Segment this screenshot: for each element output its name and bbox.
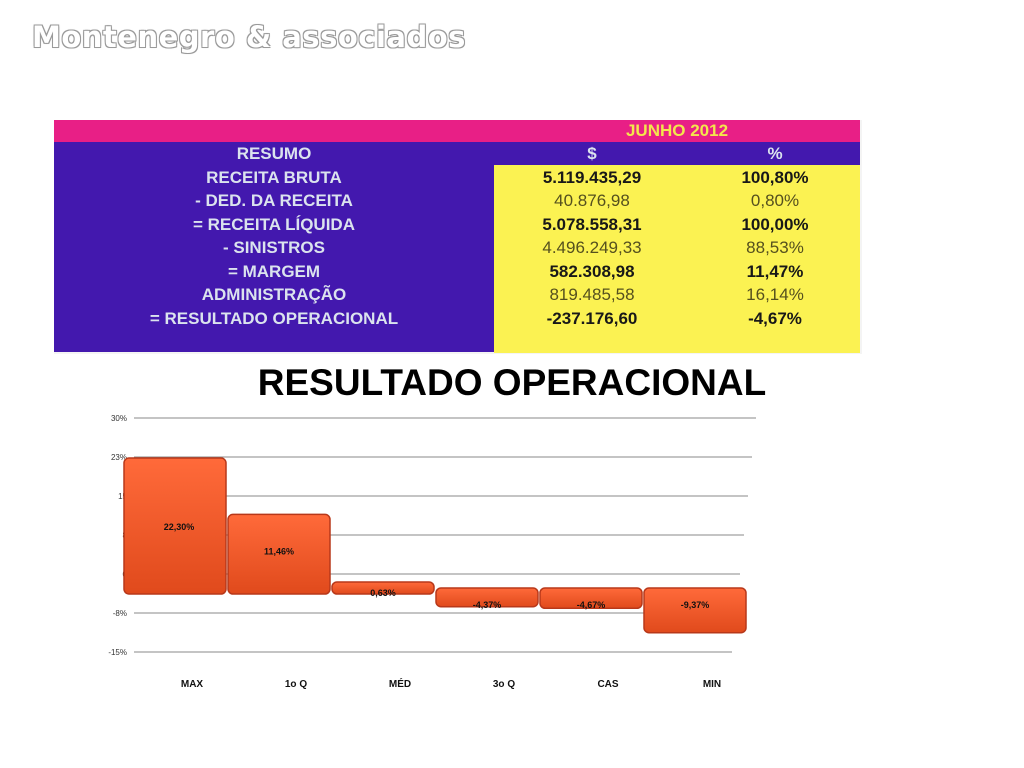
y-tick-label: 30%: [111, 414, 127, 423]
bar: [123, 457, 227, 595]
y-tick-label: -8%: [113, 609, 127, 618]
table-row: = MARGEM 582.308,98 11,47%: [54, 260, 860, 284]
row-pct: 100,00%: [741, 214, 809, 234]
row-value: 5.078.558,31: [542, 214, 642, 234]
row-pct: 16,14%: [746, 285, 804, 304]
bar: [643, 587, 747, 634]
bar-data-label: 0,63%: [370, 588, 396, 598]
category-label: 3o Q: [493, 679, 515, 690]
x-axis-categories: MAX 1o Q MÉD 3o Q CAS MIN: [181, 677, 721, 690]
category-label: 1o Q: [285, 679, 307, 690]
table-row: - DED. DA RECEITA 40.876,98 0,80%: [54, 189, 860, 213]
row-value: 582.308,98: [549, 261, 635, 281]
category-label: MAX: [181, 679, 204, 690]
column-header-resumo: RESUMO: [236, 144, 312, 163]
row-label: = RESULTADO OPERACIONAL: [149, 308, 399, 328]
bar-data-label: -4,67%: [577, 600, 606, 610]
table-row: ADMINISTRAÇÃO 819.485,58 16,14%: [54, 283, 860, 307]
column-header-pct: %: [767, 144, 783, 163]
table-period-header: JUNHO 2012: [54, 120, 860, 142]
category-label: MÉD: [389, 677, 411, 690]
row-value: 819.485,58: [549, 285, 635, 304]
bar: [539, 587, 643, 610]
table-row: = RECEITA LÍQUIDA 5.078.558,31 100,00%: [54, 213, 860, 237]
row-label: = RECEITA LÍQUIDA: [193, 214, 355, 234]
row-pct: -4,67%: [748, 308, 802, 328]
row-pct: 11,47%: [746, 261, 804, 281]
y-tick-label: -15%: [108, 648, 127, 657]
y-tick-label: 23%: [111, 453, 127, 462]
row-value: -237.176,60: [546, 308, 638, 328]
row-value: 40.876,98: [554, 191, 630, 210]
brand-watermark: Montenegro & associados: [32, 20, 466, 54]
category-label: CAS: [597, 679, 618, 690]
chart-title: RESULTADO OPERACIONAL: [257, 362, 767, 403]
table-row: RECEITA BRUTA 5.119.435,29 100,80%: [54, 166, 860, 190]
data-labels: 22,30% 11,46% 0,63% -4,37% -4,67% -9,37%: [164, 522, 710, 610]
row-pct: 100,80%: [741, 167, 809, 187]
bar-data-label: -4,37%: [473, 600, 502, 610]
y-tick-label: 15: [118, 492, 127, 501]
row-label: - DED. DA RECEITA: [195, 191, 353, 210]
row-label: = MARGEM: [227, 261, 321, 281]
table-period: JUNHO 2012: [625, 121, 729, 140]
column-header-value: $: [587, 144, 597, 163]
bar-chart: 30%23%1580-8%-15% 22,30%11,46%0,63%-4,37…: [108, 414, 756, 690]
row-label: - SINISTROS: [222, 238, 325, 257]
bars: [123, 457, 747, 634]
bar: [331, 581, 435, 595]
table-values-area: [494, 165, 860, 353]
bar-data-label: -9,37%: [681, 600, 710, 610]
bar: [227, 513, 331, 595]
table-row: - SINISTROS 4.496.249,33 88,53%: [54, 236, 860, 260]
bar: [435, 587, 539, 608]
bar-data-label: 11,46%: [264, 546, 294, 556]
table-row: = RESULTADO OPERACIONAL -237.176,60 -4,6…: [54, 307, 860, 331]
row-label: ADMINISTRAÇÃO: [201, 285, 347, 304]
bar-data-label: 22,30%: [164, 522, 195, 532]
table-column-header: RESUMO $ %: [54, 142, 860, 166]
row-pct: 88,53%: [746, 238, 804, 257]
category-label: MIN: [703, 679, 721, 690]
row-value: 4.496.249,33: [542, 238, 642, 257]
row-pct: 0,80%: [750, 191, 800, 210]
row-value: 5.119.435,29: [542, 167, 642, 187]
summary-table: JUNHO 2012 RESUMO $ % RECEITA BRUTA 5.11…: [54, 120, 862, 354]
row-label: RECEITA BRUTA: [206, 167, 342, 187]
